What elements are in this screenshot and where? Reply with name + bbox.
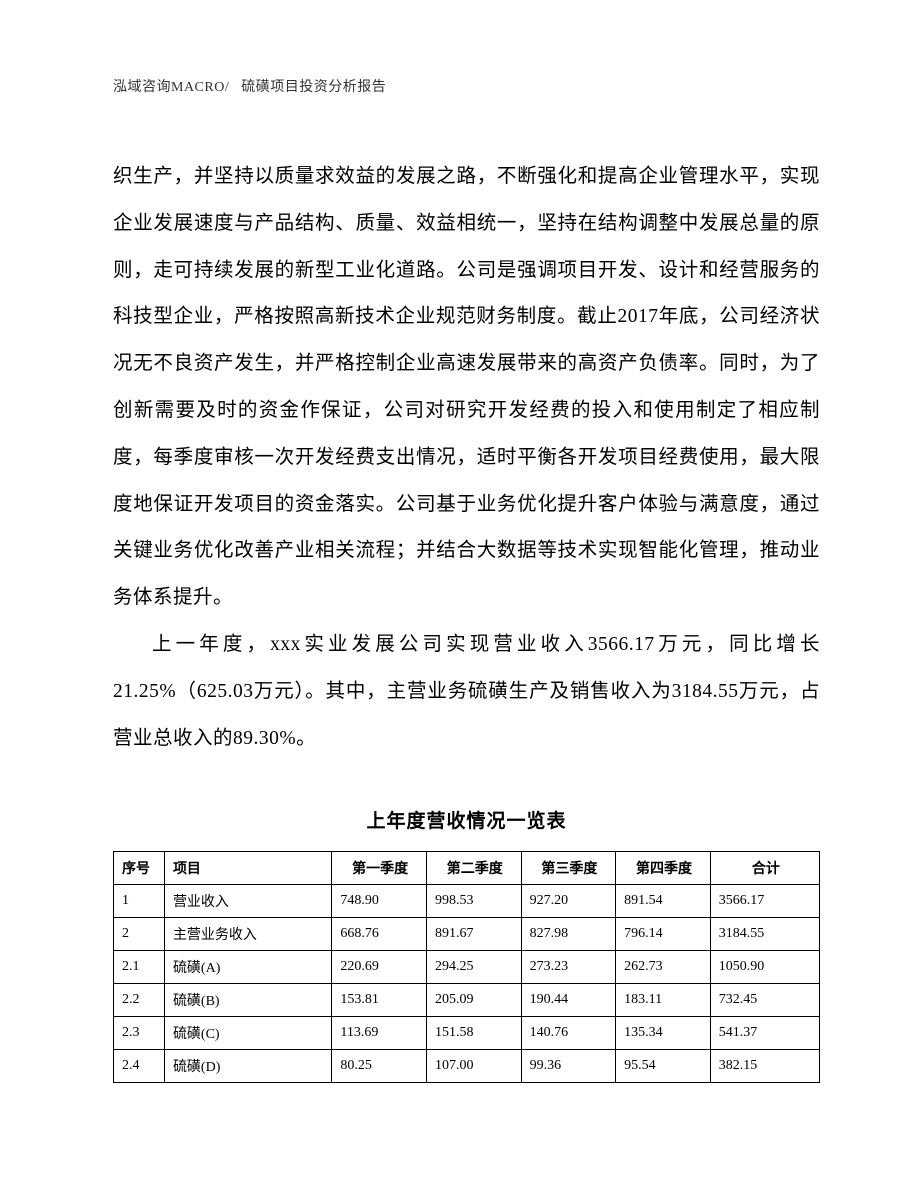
table-row: 2.3 硫磺(C) 113.69 151.58 140.76 135.34 54… (114, 1017, 820, 1050)
table-header-cell: 第三季度 (521, 852, 616, 885)
table-cell: 140.76 (521, 1017, 616, 1050)
table-cell: 2.4 (114, 1050, 165, 1083)
table-cell: 主营业务收入 (164, 918, 331, 951)
table-header-cell: 第四季度 (616, 852, 711, 885)
revenue-table: 序号 项目 第一季度 第二季度 第三季度 第四季度 合计 1 营业收入 748.… (113, 851, 820, 1083)
table-cell: 1050.90 (710, 951, 819, 984)
header-right: 硫磺项目投资分析报告 (241, 80, 386, 95)
table-cell: 382.15 (710, 1050, 819, 1083)
paragraph-1: 织生产，并坚持以质量求效益的发展之路，不断强化和提高企业管理水平，实现企业发展速… (113, 154, 820, 622)
table-cell: 891.54 (616, 885, 711, 918)
table-header-cell: 第一季度 (332, 852, 427, 885)
table-cell: 294.25 (426, 951, 521, 984)
table-header-row: 序号 项目 第一季度 第二季度 第三季度 第四季度 合计 (114, 852, 820, 885)
table-cell: 3566.17 (710, 885, 819, 918)
table-header-cell: 第二季度 (426, 852, 521, 885)
table-cell: 135.34 (616, 1017, 711, 1050)
table-cell: 95.54 (616, 1050, 711, 1083)
table-cell: 硫磺(D) (164, 1050, 331, 1083)
page-header: 泓域咨询MACRO/ 硫磺项目投资分析报告 (113, 76, 820, 96)
table-cell: 硫磺(B) (164, 984, 331, 1017)
document-body: 织生产，并坚持以质量求效益的发展之路，不断强化和提高企业管理水平，实现企业发展速… (113, 154, 820, 762)
table-cell: 668.76 (332, 918, 427, 951)
table-header-cell: 序号 (114, 852, 165, 885)
table-cell: 998.53 (426, 885, 521, 918)
table-cell: 营业收入 (164, 885, 331, 918)
table-row: 2.4 硫磺(D) 80.25 107.00 99.36 95.54 382.1… (114, 1050, 820, 1083)
table-cell: 732.45 (710, 984, 819, 1017)
table-cell: 2.3 (114, 1017, 165, 1050)
table-row: 1 营业收入 748.90 998.53 927.20 891.54 3566.… (114, 885, 820, 918)
table-cell: 190.44 (521, 984, 616, 1017)
table-cell: 2.2 (114, 984, 165, 1017)
table-cell: 硫磺(C) (164, 1017, 331, 1050)
table-cell: 891.67 (426, 918, 521, 951)
table-title: 上年度营收情况一览表 (113, 806, 820, 833)
paragraph-2: 上一年度，xxx实业发展公司实现营业收入3566.17万元，同比增长21.25%… (113, 622, 820, 762)
table-cell: 183.11 (616, 984, 711, 1017)
table-cell: 927.20 (521, 885, 616, 918)
header-left: 泓域咨询MACRO/ (113, 80, 229, 95)
table-cell: 827.98 (521, 918, 616, 951)
table-cell: 113.69 (332, 1017, 427, 1050)
table-cell: 541.37 (710, 1017, 819, 1050)
table-row: 2.2 硫磺(B) 153.81 205.09 190.44 183.11 73… (114, 984, 820, 1017)
table-cell: 151.58 (426, 1017, 521, 1050)
table-cell: 748.90 (332, 885, 427, 918)
table-cell: 3184.55 (710, 918, 819, 951)
table-row: 2 主营业务收入 668.76 891.67 827.98 796.14 318… (114, 918, 820, 951)
table-cell: 107.00 (426, 1050, 521, 1083)
table-cell: 205.09 (426, 984, 521, 1017)
table-header-cell: 项目 (164, 852, 331, 885)
table-row: 2.1 硫磺(A) 220.69 294.25 273.23 262.73 10… (114, 951, 820, 984)
table-header-cell: 合计 (710, 852, 819, 885)
table-cell: 796.14 (616, 918, 711, 951)
table-cell: 99.36 (521, 1050, 616, 1083)
table-cell: 2 (114, 918, 165, 951)
table-cell: 硫磺(A) (164, 951, 331, 984)
table-cell: 220.69 (332, 951, 427, 984)
table-cell: 273.23 (521, 951, 616, 984)
table-cell: 2.1 (114, 951, 165, 984)
table-cell: 153.81 (332, 984, 427, 1017)
table-cell: 80.25 (332, 1050, 427, 1083)
table-cell: 1 (114, 885, 165, 918)
table-cell: 262.73 (616, 951, 711, 984)
table-body: 1 营业收入 748.90 998.53 927.20 891.54 3566.… (114, 885, 820, 1083)
